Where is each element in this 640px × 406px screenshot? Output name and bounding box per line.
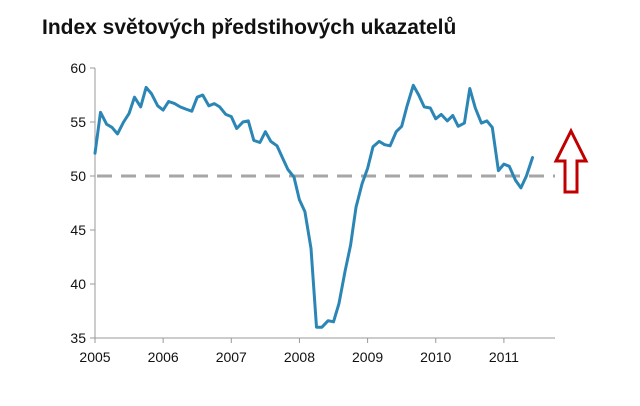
series-line	[93, 83, 534, 329]
x-tick-label: 2009	[352, 349, 383, 365]
y-tick-label: 55	[70, 114, 86, 130]
x-tick-label: 2008	[284, 349, 315, 365]
y-tick-label: 40	[70, 276, 86, 292]
y-tick-label: 45	[70, 222, 86, 238]
y-tick-label: 60	[70, 60, 86, 76]
x-tick-label: 2005	[79, 349, 110, 365]
up-arrow-outline-icon	[553, 127, 589, 194]
x-tick-label: 2006	[148, 349, 179, 365]
x-tick-label: 2007	[216, 349, 247, 365]
y-tick-label: 50	[70, 168, 86, 184]
x-tick-label: 2010	[420, 349, 451, 365]
y-tick-labels: 35 40 45 50 55 60	[70, 60, 95, 346]
axes	[94, 68, 555, 339]
y-tick-label: 35	[70, 330, 86, 346]
chart-title: Index světových předstihových ukazatelů	[42, 16, 457, 39]
x-tick-labels: 2005 2006 2007 2008 2009 2010 2011	[79, 338, 519, 365]
x-tick-label: 2011	[489, 349, 519, 365]
